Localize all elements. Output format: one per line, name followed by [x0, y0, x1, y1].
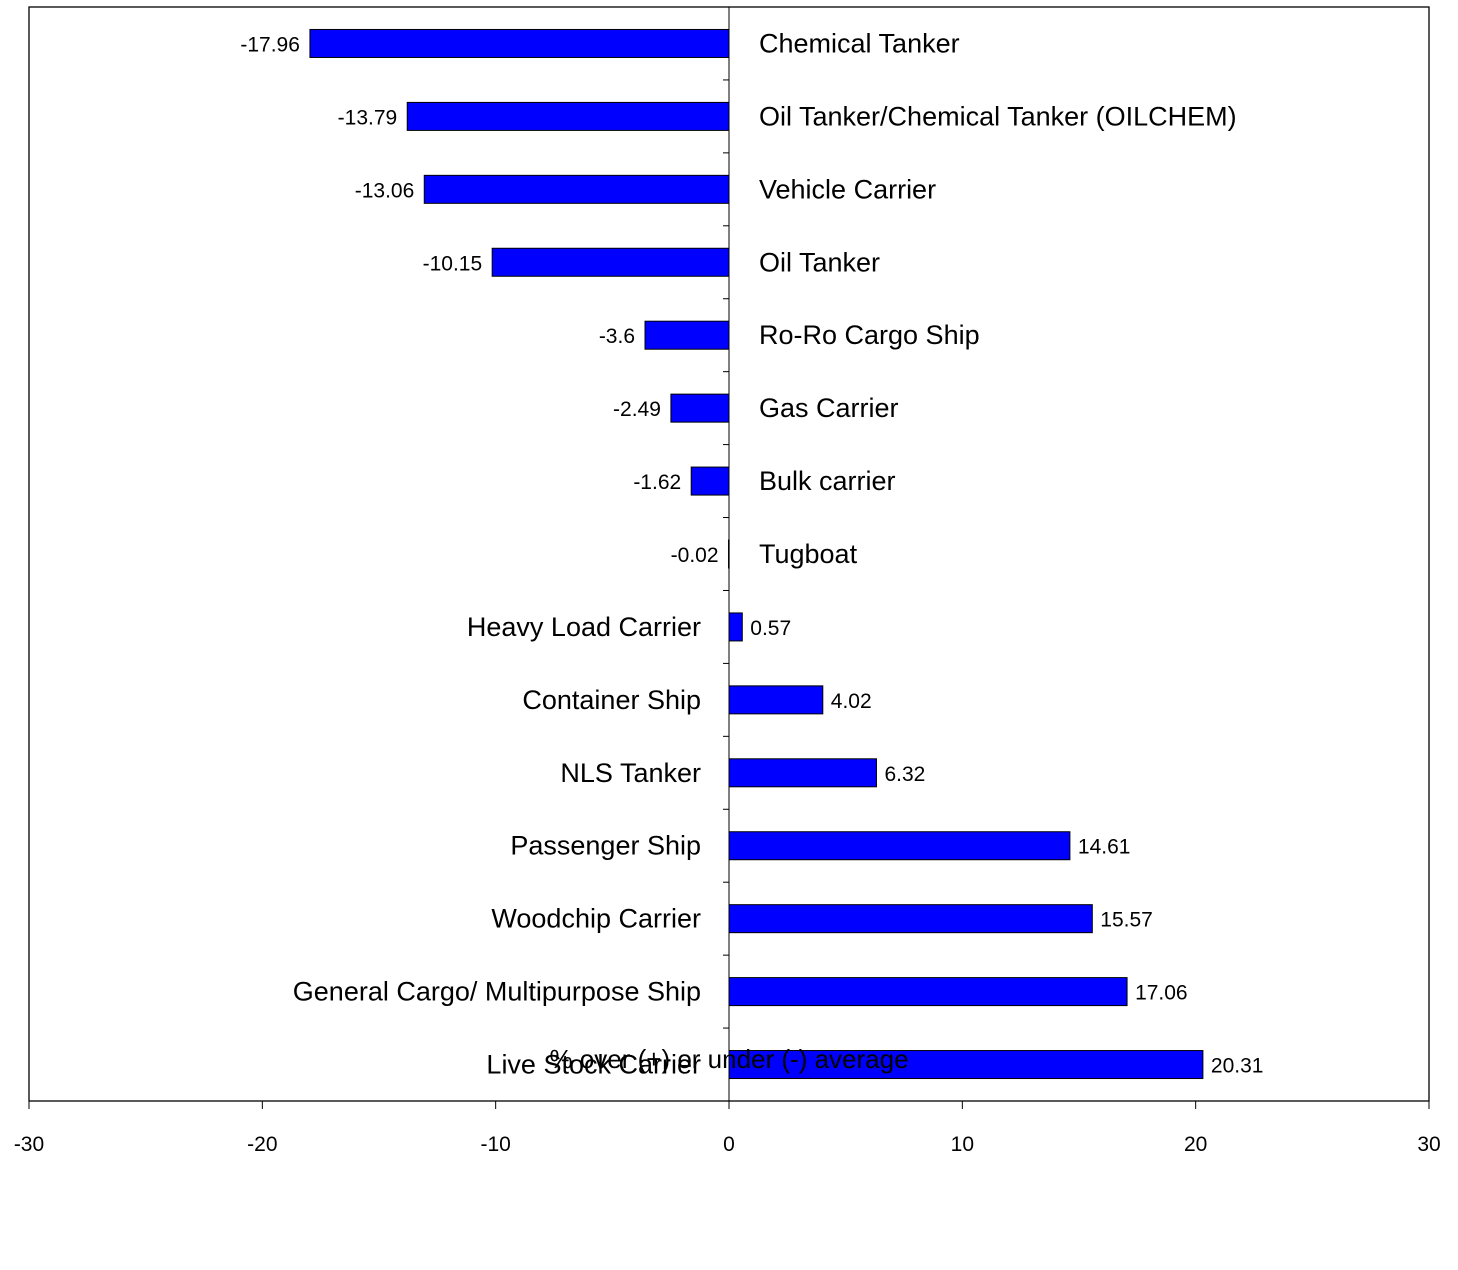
bar: [670, 393, 730, 423]
data-label: 17.06: [1135, 982, 1188, 1005]
data-label: 14.61: [1078, 836, 1131, 859]
category-label: Bulk carrier: [759, 466, 896, 496]
category-label: Oil Tanker/Chemical Tanker (OILCHEM): [759, 101, 1237, 131]
category-label: Ro-Ro Cargo Ship: [759, 320, 980, 350]
x-tick-label: -30: [14, 1133, 44, 1156]
bar: [728, 612, 743, 642]
data-label: -17.96: [240, 33, 300, 56]
bar: [728, 758, 877, 788]
x-tick-label: -10: [480, 1133, 510, 1156]
category-label: Tugboat: [759, 539, 858, 569]
data-label: -1.62: [633, 471, 681, 494]
category-label: General Cargo/ Multipurpose Ship: [293, 977, 701, 1007]
category-label: Oil Tanker: [759, 247, 880, 277]
category-label: Heavy Load Carrier: [467, 612, 701, 642]
category-label: Container Ship: [522, 685, 701, 715]
data-label: -13.79: [338, 106, 398, 129]
bar: [491, 247, 730, 277]
data-label: 4.02: [831, 690, 872, 713]
data-label: 15.57: [1100, 909, 1153, 932]
category-label: Vehicle Carrier: [759, 174, 936, 204]
category-label: Live Stock Carrier: [486, 1050, 701, 1080]
x-tick-label: 0: [723, 1133, 735, 1156]
data-label: -0.02: [671, 544, 719, 567]
bar: [728, 1050, 1204, 1080]
category-label: Passenger Ship: [510, 831, 701, 861]
bar: [728, 685, 824, 715]
data-label: -10.15: [423, 252, 483, 275]
x-tick-label: 20: [1184, 1133, 1207, 1156]
bar: [406, 101, 730, 131]
category-label: Chemical Tanker: [759, 28, 960, 58]
x-tick-label: 30: [1417, 1133, 1440, 1156]
bar: [728, 831, 1071, 861]
x-tick-label: -20: [247, 1133, 277, 1156]
category-label: Gas Carrier: [759, 393, 899, 423]
data-label: -13.06: [355, 179, 415, 202]
bar: [728, 904, 1093, 934]
bar: [423, 174, 730, 204]
category-label: Woodchip Carrier: [491, 904, 701, 934]
category-label: NLS Tanker: [560, 758, 701, 788]
labels-group: Chemical Tanker -17.96 Oil Tanker/Chemical…: [14, 28, 1441, 1156]
bars-group: [309, 28, 1204, 1080]
x-tick-label: 10: [951, 1133, 974, 1156]
bar: [690, 466, 730, 496]
data-label: 20.31: [1211, 1055, 1264, 1078]
data-label: -2.49: [613, 398, 661, 421]
data-label: 6.32: [884, 763, 925, 786]
x-axis-title: % over (+) or under (-) average: [549, 1044, 908, 1074]
bar: [728, 977, 1128, 1007]
data-label: 0.57: [750, 617, 791, 640]
data-label: -3.6: [599, 325, 635, 348]
ticks-group: [28, 6, 1430, 1109]
bar: [644, 320, 730, 350]
bar: [309, 28, 730, 58]
